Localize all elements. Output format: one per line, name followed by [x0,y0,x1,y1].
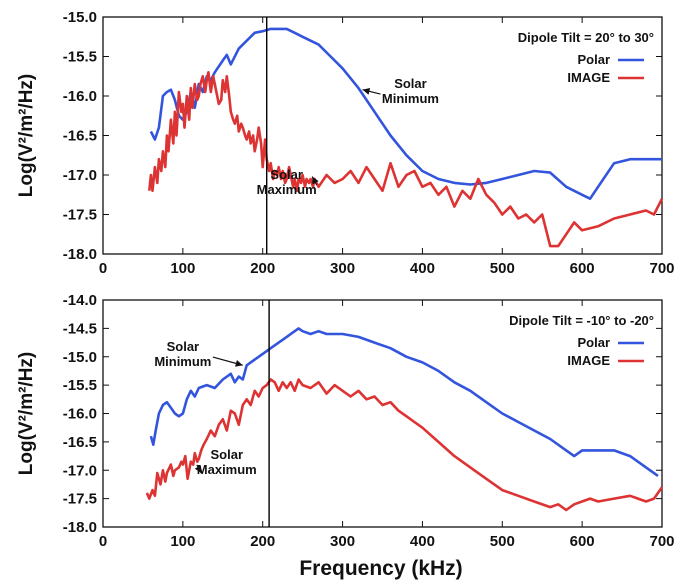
x-tick-label: 100 [170,260,195,277]
annotation-arrowhead [194,465,202,474]
x-tick-label: 700 [649,533,674,550]
x-axis-label: Frequency (kHz) [299,557,462,580]
y-tick-label: -16.0 [63,88,97,105]
annotation-arrowhead [312,176,319,185]
annotation-label: Solar Minimum [382,76,439,106]
x-tick-label: 700 [649,260,674,277]
plot-area [102,16,663,255]
x-tick-label: 100 [170,533,195,550]
y-tick-label: -14.0 [63,292,97,309]
y-tick-label: -17.0 [63,462,97,479]
y-tick-label: -16.5 [63,128,97,145]
annotation-arrowhead [235,360,243,367]
y-tick-label: -17.5 [63,491,97,508]
y-axis-label: Log(V²/m²/Hz) [16,74,37,197]
y-tick-label: -15.0 [63,349,97,366]
y-tick-label: -14.5 [63,320,97,337]
y-tick-label: -15.0 [63,9,97,26]
x-tick-label: 500 [490,260,515,277]
chart-panel-bottom: 0 100 200 300 400 500 600 700 -18.0 -17.5 -17.0 -16… [16,292,675,550]
annotation-label: Solar Maximum [257,167,317,197]
legend-label-polar: Polar [577,335,610,350]
x-tick-label: 300 [330,533,355,550]
legend-label-image: IMAGE [567,353,610,368]
x-tick-label: 0 [99,533,107,550]
x-tick-label: 0 [99,260,107,277]
y-tick-label: -15.5 [63,377,97,394]
annotation-label: Solar Maximum [197,447,257,477]
y-tick-label: -16.5 [63,434,97,451]
y-tick-label: -15.5 [63,49,97,66]
x-tick-label: 600 [570,260,595,277]
y-tick-label: -17.5 [63,207,97,224]
x-tick-label: 400 [410,533,435,550]
chart-panel-top: 0 100 200 300 400 500 600 700 -18.0 -17.5 -17.0 -16… [16,9,675,277]
x-tick-label: 600 [570,533,595,550]
legend-label-image: IMAGE [567,70,610,85]
legend-label-polar: Polar [577,52,610,67]
plot-area [102,299,663,528]
legend-title: Dipole Tilt = 20° to 30° [518,30,654,45]
y-axis-label: Log(V²/m²/Hz) [16,352,37,475]
y-tick-label: -16.0 [63,406,97,423]
y-tick-label: -18.0 [63,246,97,263]
x-tick-label: 200 [250,533,275,550]
series-line-polar [149,327,659,477]
annotation-label: Solar Minimum [154,339,211,369]
series-line-image [145,378,664,512]
y-tick-label: -17.0 [63,167,97,184]
x-tick-label: 300 [330,260,355,277]
series-line-image [148,71,664,248]
x-tick-label: 400 [410,260,435,277]
annotation-arrowhead [362,87,371,95]
x-tick-label: 200 [250,260,275,277]
y-tick-label: -18.0 [63,519,97,536]
x-tick-label: 500 [490,533,515,550]
legend-title: Dipole Tilt = -10° to -20° [509,313,654,328]
